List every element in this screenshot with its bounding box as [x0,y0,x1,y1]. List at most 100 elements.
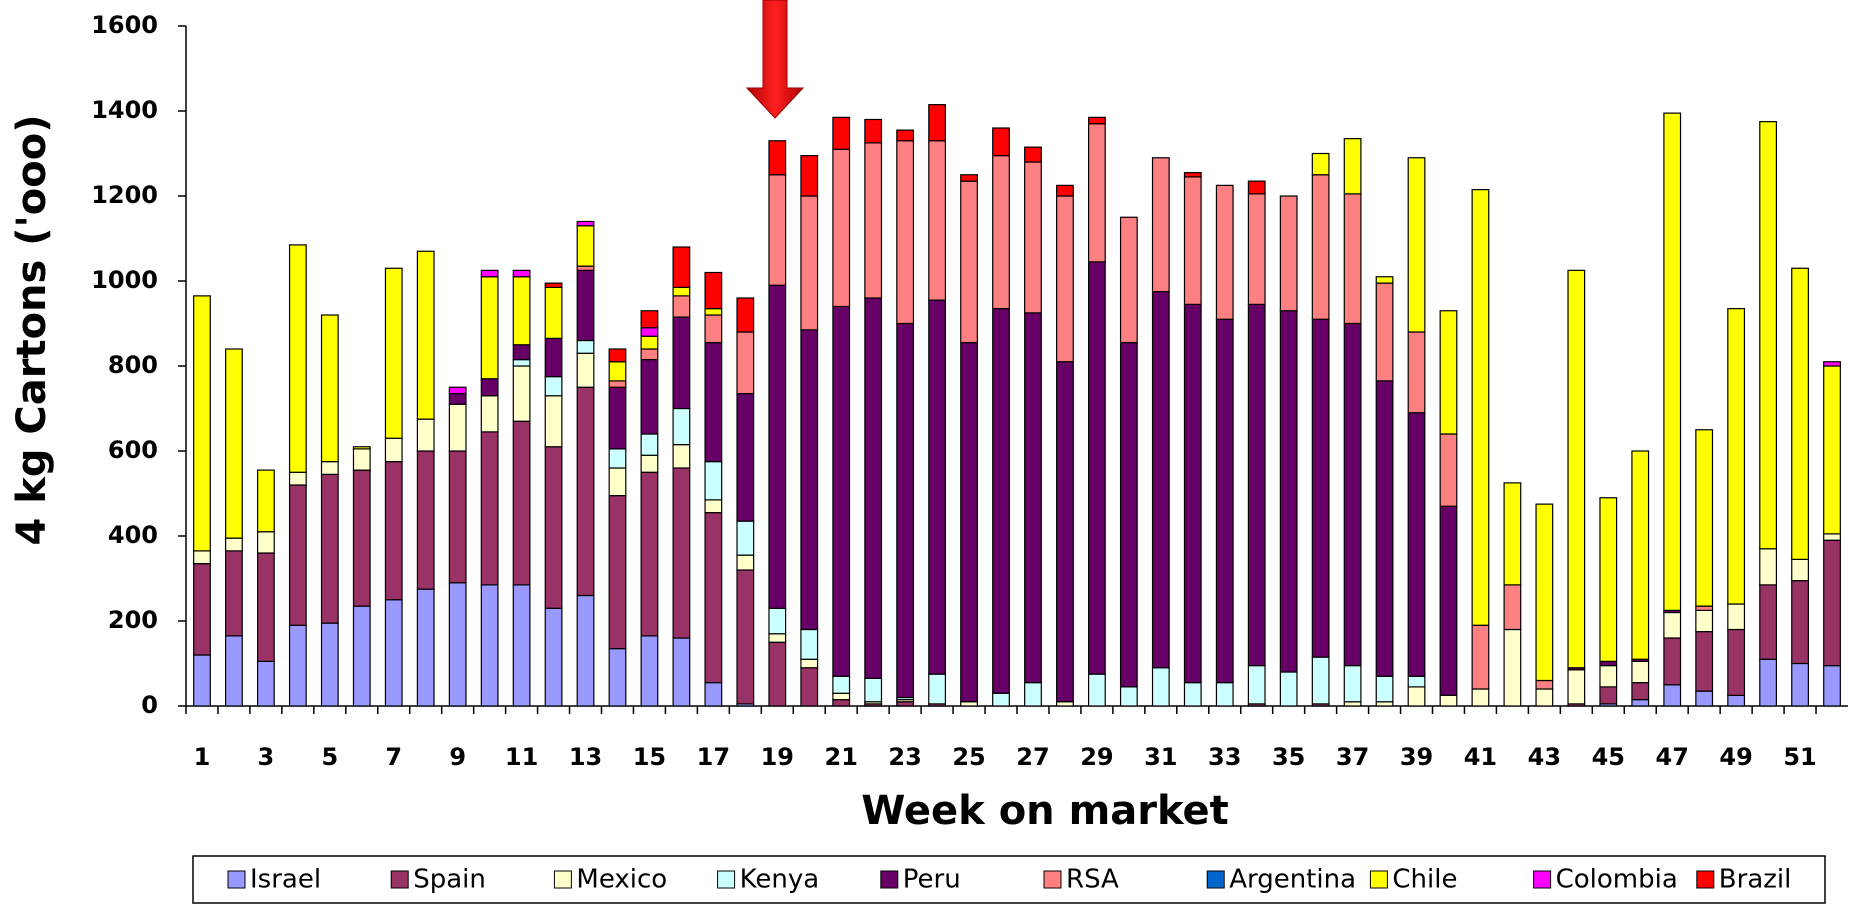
bar-segment [1631,682,1650,701]
bar-segment [384,267,403,439]
bar-segment [640,471,659,637]
bar-segment [1535,688,1554,707]
x-tick-label: 35 [1272,743,1305,771]
bar-segment [960,180,978,344]
bar-segment [1087,673,1106,707]
bar-segment [1407,157,1426,333]
bar-segment [832,675,851,694]
bar-segment [1056,361,1074,703]
bar-segment [1823,533,1841,541]
bar-segment [672,444,691,469]
bar-segment [704,682,723,707]
bar-segment [512,344,531,361]
bar-segment [768,140,787,176]
bar-segment [288,471,307,486]
legend-swatch [553,870,572,889]
x-tick-label: 27 [1016,743,1049,771]
bar-segment [480,584,499,707]
x-tick-label: 39 [1400,743,1433,771]
bar-segment [704,314,723,344]
x-tick-label: 21 [825,743,858,771]
bar-segment [1439,433,1458,507]
bar-segment [1471,189,1490,626]
bar-segment [352,446,371,450]
bar-segment [544,282,563,288]
y-tick-label: 400 [108,521,158,549]
bar-segment [608,361,627,382]
bar-segment [768,174,787,286]
bar-segment [1503,628,1522,707]
bar-segment [832,148,851,308]
bar-segment [1087,261,1106,675]
bar-segment [640,433,659,456]
bar-segment [640,454,659,473]
y-tick-label: 600 [108,436,158,464]
bar-segment [1599,665,1618,688]
bar-segment [256,469,275,533]
bar-segment [512,584,531,707]
bar-segment [1375,276,1394,284]
bar-segment [512,276,531,346]
x-tick-label: 25 [952,743,985,771]
x-tick-label: 51 [1783,743,1816,771]
bar-segment [736,331,755,395]
legend-swatch [880,870,899,889]
bar-segment [1407,686,1426,707]
bar-segment [1375,380,1394,677]
bar-segment [800,667,819,707]
bar-segment [576,225,595,267]
bar-segment [704,499,723,514]
legend-swatch [390,870,409,889]
legend-swatch [1043,870,1062,889]
bar-segment [352,469,371,607]
bar-segment [1759,658,1778,707]
legend-swatch [227,870,246,889]
bar-segment [832,116,851,150]
bar-segment [1471,624,1490,690]
bar-segment [1311,152,1330,176]
y-tick-label: 0 [141,691,158,719]
legend-label: Israel [250,865,321,895]
legend-label: Spain [413,865,486,895]
bar-segment [352,448,371,471]
y-tick-label: 200 [108,606,158,634]
bar-segment [512,359,531,367]
bar-segment [608,380,627,388]
bar-segment [1247,303,1266,667]
bar-segment [320,622,339,707]
bar-segment [1247,193,1266,305]
bar-segment [448,403,467,452]
bar-segment [864,142,883,299]
bar-segment [1695,609,1714,633]
bar-segment [1119,216,1138,344]
bar-segment [193,654,211,707]
bar-segment [928,299,947,675]
bar-segment [1151,157,1170,293]
bar-segment [1311,318,1330,658]
legend-label: Colombia [1556,865,1678,895]
bar-segment [1791,267,1809,560]
bar-segment [1343,665,1362,703]
bar-segment [1151,667,1170,707]
bar-segment [544,376,563,397]
bar-segment [256,531,275,554]
bar-segment [800,195,819,331]
bar-segment [288,244,307,473]
bar-segment [896,129,915,142]
bar-segment [1695,429,1714,607]
bar-segment [736,569,755,705]
bar-segment [928,104,947,142]
bar-segment [1087,123,1106,263]
legend-label: RSA [1066,865,1119,895]
x-tick-label: 7 [385,743,402,771]
bar-segment [1567,669,1586,705]
bar-segment [416,250,435,420]
x-tick-label: 33 [1208,743,1241,771]
bar-segment [704,308,723,316]
bar-segment [1343,193,1362,325]
bar-segment [1247,180,1266,195]
bar-segment [672,316,691,410]
bar-segment [1024,161,1042,314]
bar-segment [608,448,627,469]
bar-segment [512,420,531,586]
